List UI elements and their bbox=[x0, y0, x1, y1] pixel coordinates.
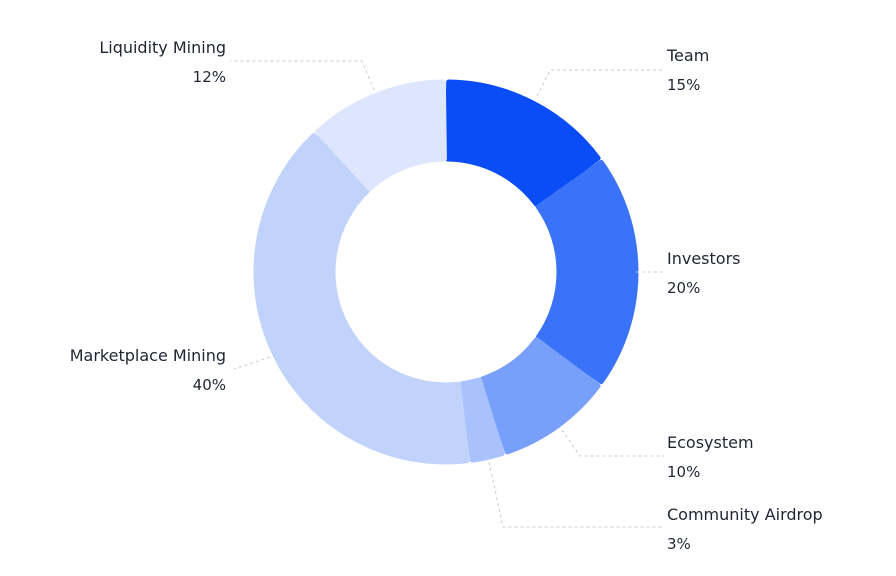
slice-marketplace-mining bbox=[253, 132, 470, 465]
slice-value-marketplace-mining: 40% bbox=[193, 376, 226, 394]
leader-line-team bbox=[536, 69, 664, 97]
slice-ecosystem bbox=[479, 337, 601, 455]
slice-label-liquidity-mining: Liquidity Mining bbox=[99, 38, 226, 57]
slice-label-marketplace-mining: Marketplace Mining bbox=[70, 346, 226, 365]
slice-liquidity-mining bbox=[315, 79, 447, 192]
slice-value-community-airdrop: 3% bbox=[667, 535, 691, 553]
leader-line-ecosystem bbox=[561, 429, 664, 457]
slice-label-team: Team bbox=[666, 46, 709, 65]
slice-value-investors: 20% bbox=[667, 279, 700, 297]
slice-label-investors: Investors bbox=[667, 249, 740, 268]
slice-labels: Team 15% Investors 20% Ecosystem 10% Community… bbox=[70, 38, 823, 553]
leader-line-marketplace-mining bbox=[233, 356, 271, 370]
slice-label-community-airdrop: Community Airdrop bbox=[667, 505, 823, 524]
slice-value-team: 15% bbox=[667, 76, 700, 94]
slice-value-ecosystem: 10% bbox=[667, 463, 700, 481]
chart-slices bbox=[253, 79, 639, 465]
leader-line-community-airdrop bbox=[488, 461, 664, 528]
leader-lines bbox=[230, 60, 664, 528]
slice-investors bbox=[535, 159, 639, 385]
slice-team bbox=[445, 79, 601, 207]
slice-value-liquidity-mining: 12% bbox=[193, 68, 226, 86]
slice-label-ecosystem: Ecosystem bbox=[667, 433, 754, 452]
leader-line-liquidity-mining bbox=[230, 60, 375, 91]
slice-community-airdrop bbox=[459, 377, 505, 463]
